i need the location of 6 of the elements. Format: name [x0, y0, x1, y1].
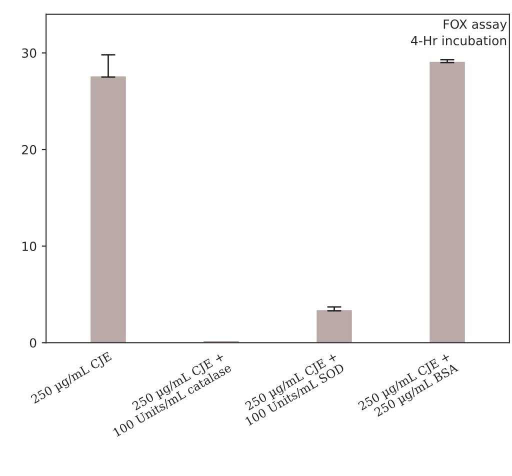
y-tick-label: 10 — [22, 242, 36, 252]
y-tick-label: 30 — [22, 48, 36, 58]
annotation: 4-Hr incubation — [411, 36, 506, 46]
y-tick-label: 20 — [22, 144, 36, 154]
annotation: FOX assay — [444, 19, 507, 32]
y-tick-label: 0 — [30, 338, 36, 348]
